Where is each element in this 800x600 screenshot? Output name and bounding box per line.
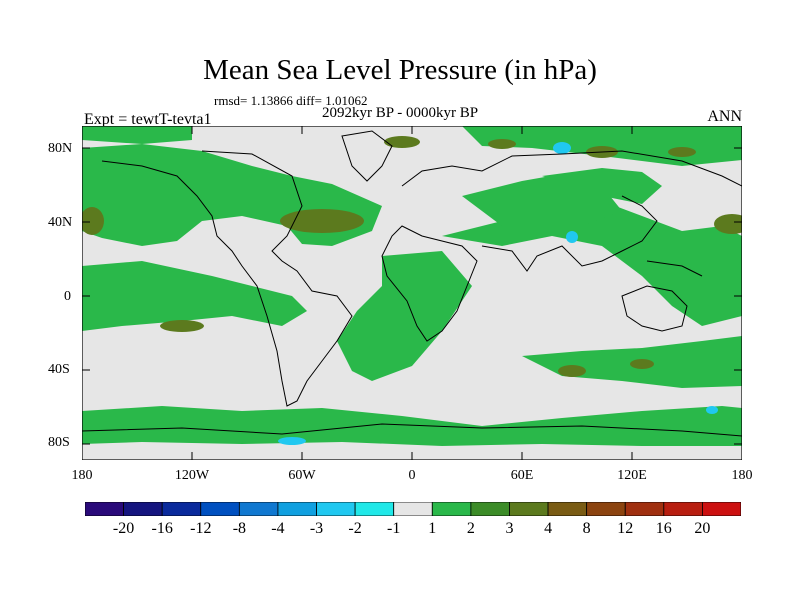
colorbar-label: -1 [387,520,401,537]
colorbar-box [277,502,317,516]
lat-label-80n: 80N [48,141,73,156]
colorbar-label: 16 [655,520,672,537]
colorbar-label: -3 [309,520,324,537]
colorbar-label: -4 [271,520,285,537]
lat-label-40s: 40S [48,362,70,377]
strong-anomaly-regions [82,136,742,377]
colorbar-box [354,502,395,516]
colorbar [85,502,741,516]
colorbar-label: -8 [232,520,247,537]
lon-label-60w: 60W [288,468,316,483]
negative-anomaly-regions [278,142,718,445]
colorbar-label: 3 [505,520,514,537]
map-panel [82,126,742,460]
lon-label-180-right: 180 [731,468,753,483]
colorbar-box [238,502,279,516]
colorbar-box [663,502,703,516]
colorbar-box [431,502,472,516]
colorbar-label: 8 [582,520,591,537]
colorbar-label: 12 [617,520,634,537]
colorbar-box [470,502,510,516]
colorbar-label: 20 [694,520,711,537]
colorbar-label: -16 [151,520,173,537]
colorbar-box [547,502,588,516]
colorbar-box [85,502,124,516]
season-label: ANN [707,108,742,125]
colorbar-label: 2 [466,520,475,537]
colorbar-box [586,502,626,516]
colorbar-label: 4 [544,520,553,537]
lon-label-120e: 120E [617,468,647,483]
chart-title: Mean Sea Level Pressure (in hPa) [203,54,597,86]
colorbar-box [509,502,549,516]
period-label: 2092kyr BP - 0000kyr BP [322,105,479,121]
colorbar-box [200,502,240,516]
lon-label-0: 0 [408,468,416,483]
lat-label-80s: 80S [48,435,70,450]
colorbar-box [393,502,433,516]
colorbar-box [161,502,202,516]
lat-label-40n: 40N [48,215,73,230]
axis-ticks [82,126,742,460]
lon-label-180-left: 180 [71,468,93,483]
colorbar-label: 1 [428,520,437,537]
lon-label-120w: 120W [174,468,210,483]
experiment-label: Expt = tewtT-tevta1 [84,111,212,128]
colorbar-label: -12 [190,520,212,537]
lat-label-0: 0 [64,289,71,304]
colorbar-box [316,502,356,516]
coastlines [82,130,742,437]
colorbar-box [702,502,741,516]
colorbar-label: -2 [348,520,362,537]
lon-label-60e: 60E [510,468,534,483]
colorbar-label: -20 [112,520,135,537]
colorbar-box [123,502,163,516]
stats-line: rmsd= 1.13866 diff= 1.01062 [214,93,368,108]
colorbar-box [624,502,665,516]
